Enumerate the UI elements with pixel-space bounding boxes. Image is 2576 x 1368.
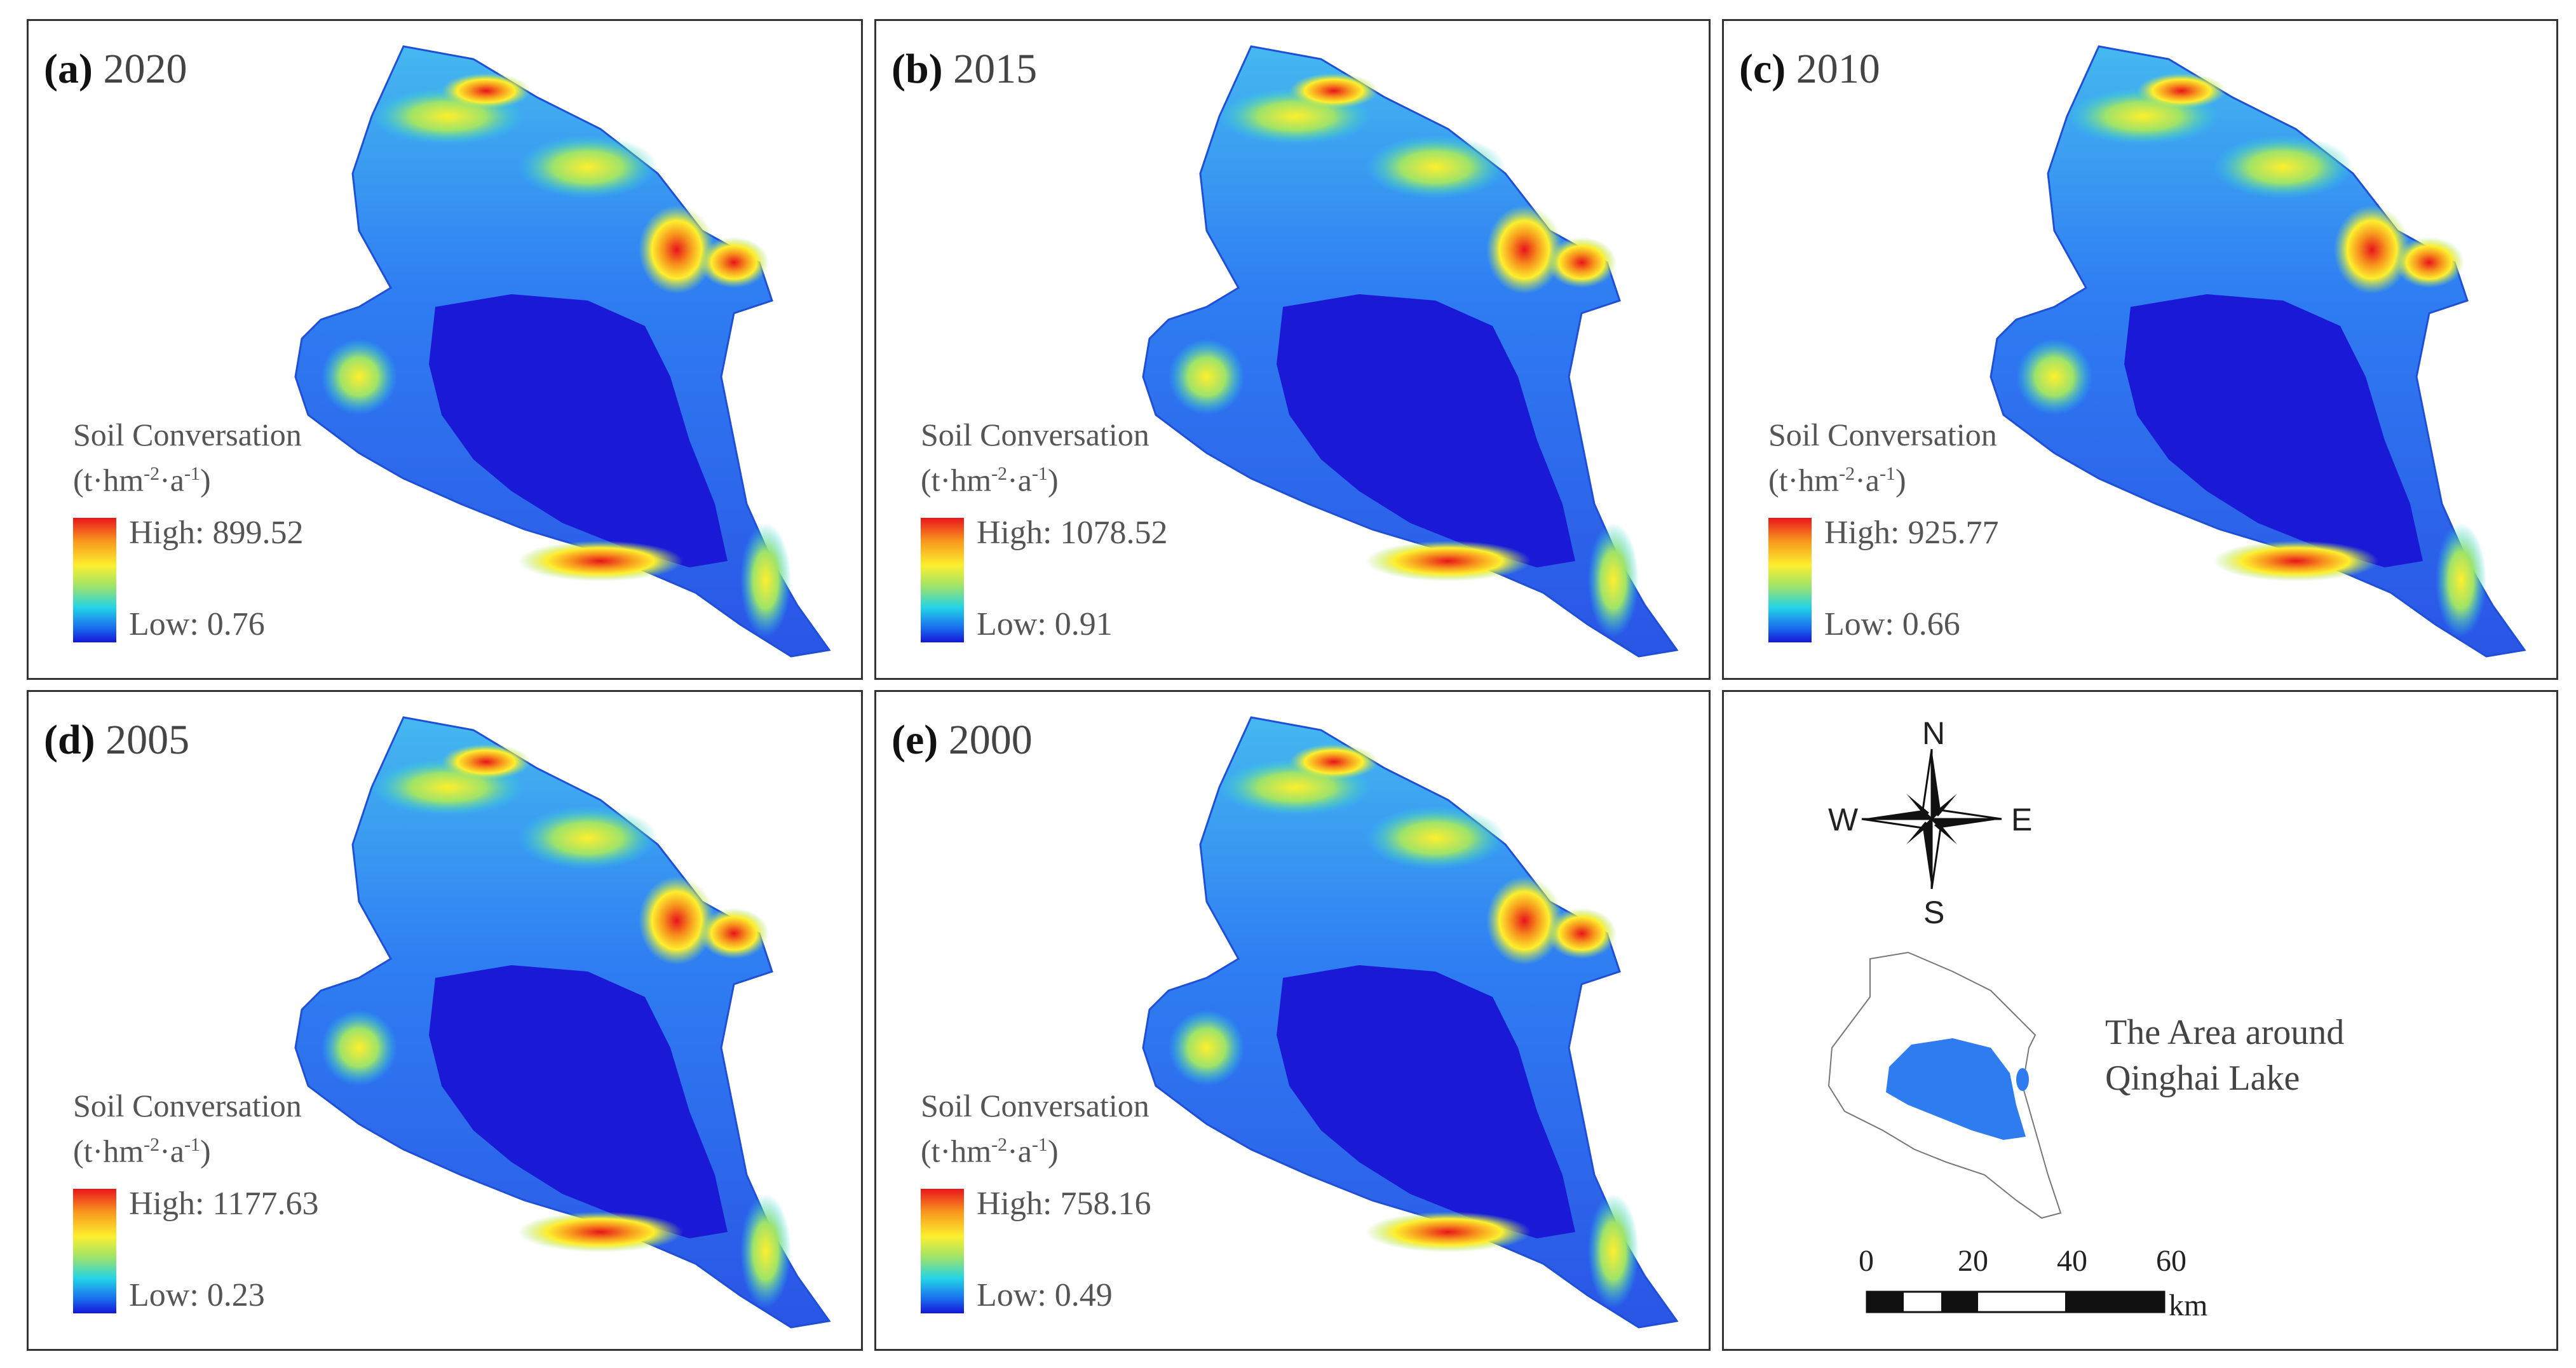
legend: Soil Conversation (t·hm-2·a-1) High: 925… bbox=[1768, 415, 1999, 645]
legend-color-ramp bbox=[921, 1188, 964, 1313]
compass-south: S bbox=[1923, 895, 1945, 930]
legend: Soil Conversation (t·hm-2·a-1) High: 117… bbox=[73, 1086, 319, 1316]
area-label: The Area around Qinghai Lake bbox=[2105, 1013, 2345, 1098]
panel-title: (c) 2010 bbox=[1739, 46, 1880, 92]
panel-title: (b) 2015 bbox=[891, 46, 1038, 92]
legend-title: Soil Conversation bbox=[73, 417, 302, 452]
legend-unit: (t·hm-2·a-1) bbox=[921, 462, 1059, 498]
legend-title: Soil Conversation bbox=[73, 1088, 302, 1123]
reference-panel: N S E W The Area around Qinghai Lake 0 20… bbox=[1722, 690, 2558, 1351]
legend-unit: (t·hm-2·a-1) bbox=[921, 1133, 1059, 1169]
panel-title: (e) 2000 bbox=[891, 717, 1033, 763]
legend-title: Soil Conversation bbox=[1768, 417, 1997, 452]
legend-high-value: High: 925.77 bbox=[1824, 514, 1999, 551]
scale-tick-40: 40 bbox=[2057, 1244, 2087, 1278]
legend-low-value: Low: 0.91 bbox=[977, 606, 1113, 642]
map-panel-2015: (b) 2015 Soil Conversation (t·hm-2·a-1) … bbox=[874, 19, 1711, 680]
legend-high-value: High: 758.16 bbox=[977, 1185, 1151, 1222]
scale-tick-20: 20 bbox=[1958, 1244, 1988, 1278]
legend-title: Soil Conversation bbox=[921, 417, 1149, 452]
legend-high-value: High: 1177.63 bbox=[129, 1185, 319, 1222]
legend-color-ramp bbox=[1768, 517, 1812, 642]
legend-title: Soil Conversation bbox=[921, 1088, 1149, 1123]
legend-low-value: Low: 0.23 bbox=[129, 1277, 265, 1313]
scale-tick-0: 0 bbox=[1859, 1244, 1874, 1278]
compass-rose-icon bbox=[1861, 748, 2002, 890]
legend-high-value: High: 899.52 bbox=[129, 514, 304, 551]
scale-tick-60: 60 bbox=[2156, 1244, 2186, 1278]
legend-unit: (t·hm-2·a-1) bbox=[73, 1133, 211, 1169]
legend: Soil Conversation (t·hm-2·a-1) High: 758… bbox=[921, 1086, 1151, 1316]
scale-unit: km bbox=[2169, 1289, 2208, 1322]
panel-title: (d) 2005 bbox=[44, 717, 190, 763]
legend-unit: (t·hm-2·a-1) bbox=[1768, 462, 1906, 498]
legend-high-value: High: 1078.52 bbox=[977, 514, 1168, 551]
map-panel-2020: (a) 2020 Soil Conversation (t·hm-2·a-1) … bbox=[27, 19, 863, 680]
legend-color-ramp bbox=[73, 1188, 116, 1313]
legend-low-value: Low: 0.66 bbox=[1824, 606, 1960, 642]
legend-low-value: Low: 0.76 bbox=[129, 606, 265, 642]
panel-title: (a) 2020 bbox=[44, 46, 187, 92]
compass-north: N bbox=[1922, 715, 1946, 751]
map-panel-2000: (e) 2000 Soil Conversation (t·hm-2·a-1) … bbox=[874, 690, 1711, 1351]
legend-color-ramp bbox=[921, 517, 964, 642]
map-panel-2005: (d) 2005 Soil Conversation (t·hm-2·a-1) … bbox=[27, 690, 863, 1351]
compass-east: E bbox=[2011, 802, 2033, 837]
map-panel-2010: (c) 2010 Soil Conversation (t·hm-2·a-1) … bbox=[1722, 19, 2558, 680]
legend-low-value: Low: 0.49 bbox=[977, 1277, 1113, 1313]
legend-unit: (t·hm-2·a-1) bbox=[73, 462, 211, 498]
legend: Soil Conversation (t·hm-2·a-1) High: 899… bbox=[73, 415, 304, 645]
legend: Soil Conversation (t·hm-2·a-1) High: 107… bbox=[921, 415, 1167, 645]
legend-color-ramp bbox=[73, 517, 116, 642]
compass-west: W bbox=[1828, 802, 1859, 837]
scale-bar bbox=[1866, 1290, 2166, 1313]
locator-map bbox=[1827, 951, 2062, 1219]
